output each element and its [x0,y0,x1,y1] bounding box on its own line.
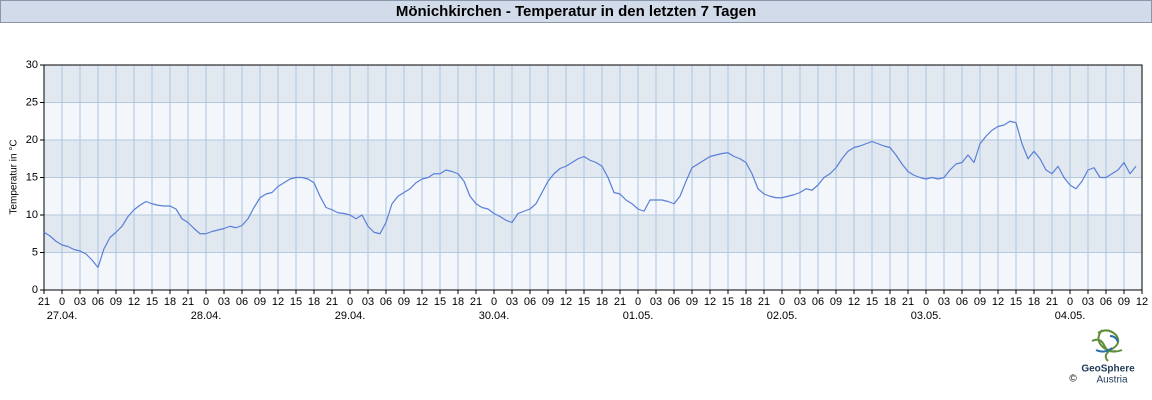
temperature-line [43,120,1137,269]
x-tick-label: 15 [578,296,590,308]
x-tick-label: 06 [812,296,824,308]
x-tick-label: 12 [560,296,572,308]
date-label: 28.04. [191,310,222,322]
x-tick-label: 18 [740,296,752,308]
logo: GeoSphere Austria © [1069,329,1135,386]
x-tick-label: 21 [758,296,770,308]
y-tick-label: 30 [26,59,38,71]
x-tick-label: 21 [614,296,626,308]
x-tick-label: 18 [164,296,176,308]
chart-title: Mönichkirchen - Temperatur in den letzte… [396,3,756,20]
x-tick-label: 0 [923,296,929,308]
copyright: © [1069,374,1077,385]
y-tick-label: 25 [26,96,38,108]
x-tick-label: 18 [308,296,320,308]
x-tick-label: 12 [704,296,716,308]
x-tick-label: 06 [956,296,968,308]
x-tick-label: 09 [542,296,554,308]
x-tick-label: 03 [650,296,662,308]
x-tick-label: 12 [128,296,140,308]
x-tick-label: 03 [218,296,230,308]
x-tick-label: 21 [902,296,914,308]
y-tick-label: 5 [32,246,38,258]
date-label: 03.05. [911,310,942,322]
x-tick-label: 21 [38,296,50,308]
x-tick-label: 06 [380,296,392,308]
x-tick-label: 18 [452,296,464,308]
x-tick-label: 09 [254,296,266,308]
y-tick-label: 20 [26,134,38,146]
y-tick-label: 15 [26,171,38,183]
x-tick-label: 06 [236,296,248,308]
date-label: 04.05. [1055,310,1086,322]
logo-icon-accent [1095,335,1119,353]
date-label: 01.05. [623,310,654,322]
x-tick-label: 18 [596,296,608,308]
x-tick-label: 21 [326,296,338,308]
x-tick-label: 15 [146,296,158,308]
x-tick-label: 15 [866,296,878,308]
x-tick-label: 03 [938,296,950,308]
x-tick-label: 03 [506,296,518,308]
band [44,65,1142,103]
x-tick-label: 0 [635,296,641,308]
plot-border [43,64,1143,291]
x-tick-label: 03 [794,296,806,308]
x-tick-label: 0 [59,296,65,308]
x-tick-label: 21 [182,296,194,308]
x-tick-label: 03 [362,296,374,308]
x-tick-label: 0 [1067,296,1073,308]
x-tick-label: 18 [884,296,896,308]
x-tick-label: 0 [203,296,209,308]
x-tick-label: 21 [470,296,482,308]
x-tick-label: 09 [830,296,842,308]
band [44,215,1142,253]
x-tick-label: 12 [992,296,1004,308]
logo-icon [1091,329,1123,362]
date-label: 30.04. [479,310,510,322]
x-tick-label: 0 [779,296,785,308]
y-tick-label: 10 [26,209,38,221]
logo-name: GeoSphere [1081,364,1135,375]
date-label: 27.04. [47,310,78,322]
x-tick-label: 0 [491,296,497,308]
x-tick-label: 09 [1118,296,1130,308]
x-tick-label: 0 [347,296,353,308]
x-tick-label: 12 [1136,296,1148,308]
x-tick-label: 09 [398,296,410,308]
x-tick-label: 15 [1010,296,1022,308]
x-tick-label: 06 [92,296,104,308]
y-axis-label: Temperatur in °C [9,139,20,214]
x-tick-label: 03 [1082,296,1094,308]
x-tick-label: 09 [974,296,986,308]
x-tick-label: 15 [290,296,302,308]
x-tick-label: 06 [668,296,680,308]
marks [43,120,1137,269]
x-tick-label: 03 [74,296,86,308]
x-tick-label: 09 [110,296,122,308]
x-tick-label: 12 [848,296,860,308]
x-tick-label: 12 [272,296,284,308]
x-tick-label: 12 [416,296,428,308]
x-tick-label: 06 [1100,296,1112,308]
x-tick-label: 09 [686,296,698,308]
x-tick-label: 15 [434,296,446,308]
band [44,140,1142,178]
x-tick-label: 15 [722,296,734,308]
y-tick-label: 0 [32,284,38,296]
x-tick-label: 06 [524,296,536,308]
logo-sub: Austria [1096,375,1128,386]
x-tick-label: 21 [1046,296,1058,308]
x-tick-label: 18 [1028,296,1040,308]
date-label: 02.05. [767,310,798,322]
date-label: 29.04. [335,310,366,322]
